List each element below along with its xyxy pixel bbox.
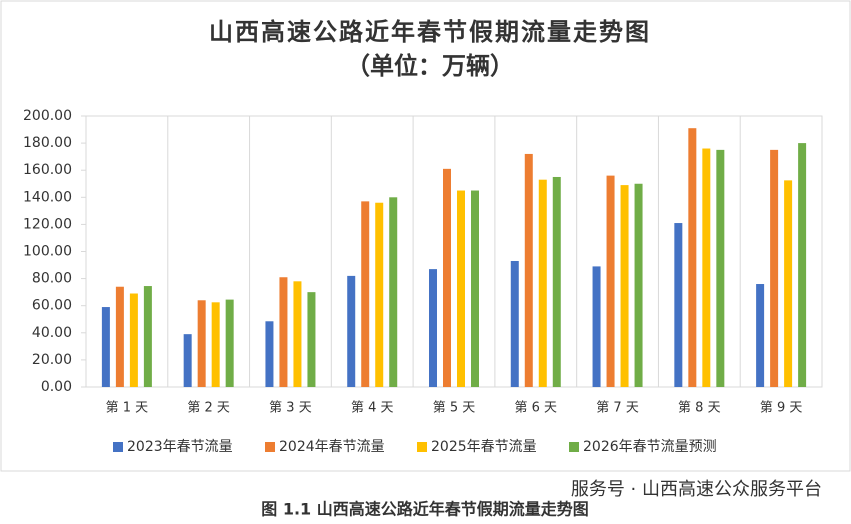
- y-tick-label: 160.00: [23, 162, 72, 178]
- bar: [798, 143, 807, 387]
- bar: [101, 307, 110, 387]
- y-tick-label: 0.00: [41, 379, 72, 395]
- bar: [429, 269, 437, 387]
- x-tick-label: 第 5 天: [433, 401, 476, 416]
- x-tick-label: 第 3 天: [269, 401, 312, 416]
- bar: [634, 183, 643, 387]
- chart-title: 山西高速公路近年春节假期流量走势图: [209, 18, 651, 46]
- legend-swatch: [569, 442, 579, 452]
- bar: [770, 149, 779, 387]
- bar: [347, 275, 356, 387]
- bar: [457, 190, 465, 387]
- bar: [361, 201, 370, 387]
- bar: [183, 334, 192, 387]
- bar: [197, 300, 206, 387]
- watermark: 服务号 · 山西高速公众服务平台: [571, 479, 822, 500]
- bar: [592, 266, 601, 387]
- bar: [510, 260, 519, 387]
- y-tick-label: 80.00: [32, 271, 72, 287]
- legend-label: 2023年春节流量: [127, 439, 233, 455]
- bar: [524, 153, 533, 387]
- y-tick-label: 20.00: [32, 352, 72, 368]
- y-tick-label: 60.00: [32, 298, 72, 314]
- bar: [115, 286, 124, 387]
- x-tick-label: 第 1 天: [106, 401, 149, 416]
- bar: [702, 148, 711, 387]
- bar: [784, 180, 793, 387]
- x-tick-label: 第 8 天: [678, 401, 721, 416]
- caption: 图 1.1 山西高速公路近年春节假期流量走势图: [261, 500, 589, 519]
- y-tick-label: 200.00: [23, 108, 72, 124]
- bar: [688, 128, 697, 387]
- x-tick-label: 第 9 天: [760, 401, 803, 416]
- bar: [265, 321, 274, 387]
- y-tick-label: 140.00: [23, 189, 72, 205]
- bar: [756, 284, 765, 387]
- bar: [211, 302, 220, 387]
- bar: [279, 277, 288, 387]
- bar: [307, 292, 316, 387]
- y-tick-label: 100.00: [23, 244, 72, 260]
- legend-label: 2025年春节流量: [431, 439, 537, 455]
- bar: [716, 149, 725, 387]
- x-tick-label: 第 2 天: [187, 401, 230, 416]
- legend-label: 2024年春节流量: [279, 439, 385, 455]
- chart-subtitle: （单位：万辆）: [346, 52, 514, 80]
- bar: [674, 223, 683, 387]
- y-tick-label: 40.00: [32, 325, 72, 341]
- bar: [293, 281, 302, 387]
- bar: [538, 179, 547, 387]
- legend-label: 2026年春节流量预测: [583, 439, 717, 455]
- x-tick-label: 第 7 天: [596, 401, 639, 416]
- legend-swatch: [417, 442, 427, 452]
- y-tick-label: 120.00: [23, 216, 72, 232]
- bar: [606, 175, 615, 387]
- bar: [389, 197, 398, 387]
- chart-frame: [0, 0, 851, 472]
- plot-frame: [85, 115, 823, 388]
- x-tick-label: 第 4 天: [351, 401, 394, 416]
- bar: [225, 299, 234, 387]
- bar: [129, 293, 138, 387]
- bar: [143, 286, 152, 387]
- legend-swatch: [265, 442, 275, 452]
- bar: [443, 168, 451, 387]
- bar: [552, 176, 561, 387]
- bar: [375, 202, 384, 387]
- legend-swatch: [113, 442, 123, 452]
- y-tick-label: 180.00: [23, 135, 72, 151]
- x-tick-label: 第 6 天: [515, 401, 558, 416]
- bar: [471, 190, 479, 387]
- bar: [620, 185, 629, 387]
